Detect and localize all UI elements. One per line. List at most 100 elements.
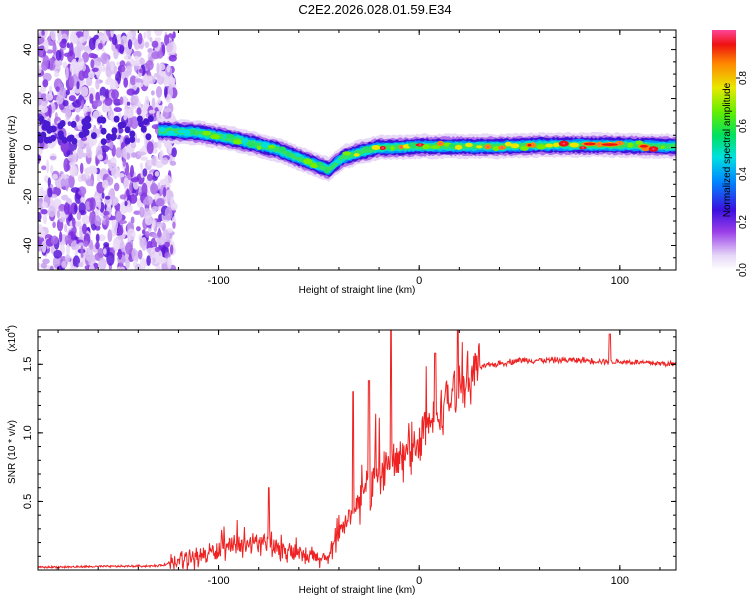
ridge-blob	[225, 134, 235, 139]
spectrogram-panel: -100 0 100 -40 -20 0 20 40 Height of straight …	[7, 29, 677, 296]
speckle-mark	[151, 98, 156, 110]
speckle-mark	[44, 39, 49, 52]
speckle-mark	[80, 244, 84, 259]
speckle-mark	[128, 182, 133, 195]
speckle-mark	[107, 229, 113, 243]
speckle-mark	[82, 103, 88, 114]
speckle-mark	[166, 43, 173, 53]
speckle-mark	[78, 202, 86, 215]
snr-series-line	[38, 330, 676, 570]
speckle-mark	[100, 127, 107, 135]
snr-scale-exponent: 4	[5, 328, 12, 332]
speckle-mark	[138, 120, 144, 128]
ridge-peak	[400, 146, 403, 148]
speckle-mark	[97, 42, 103, 50]
speckle-mark	[54, 70, 60, 78]
ridge-blob	[627, 142, 634, 148]
speckle-mark	[107, 108, 113, 119]
speckle-mark	[143, 31, 147, 39]
x-tick-label: -100	[208, 275, 230, 287]
y-tick-label: -40	[22, 238, 34, 254]
speckle-mark	[139, 162, 143, 170]
speckle-mark	[88, 167, 98, 175]
ridge-hot	[639, 145, 648, 148]
speckle-mark	[50, 235, 59, 245]
speckle-mark	[84, 115, 91, 123]
speckle-mark	[122, 158, 127, 167]
speckle-mark	[138, 68, 144, 73]
ridge-peak	[652, 148, 655, 150]
speckle-mark	[144, 231, 150, 238]
x-tick-label: 100	[611, 275, 629, 287]
speckle-mark	[63, 202, 70, 215]
speckle-mark	[94, 61, 102, 66]
svg-text:(x104): (x104)	[5, 325, 18, 352]
ridge-blob	[536, 144, 547, 150]
ridge-blob	[454, 144, 463, 150]
spectrogram-y-ticks: -40 -20 0 20 40	[22, 36, 676, 259]
speckle-mark	[78, 262, 84, 268]
ridge-blob	[553, 142, 560, 148]
speckle-mark	[88, 264, 95, 270]
colorbar-tick-label: 0.4	[738, 167, 749, 181]
speckle-mark	[68, 95, 76, 102]
speckle-mark	[59, 211, 66, 219]
speckle-mark	[56, 94, 64, 105]
speckle-mark	[130, 94, 135, 106]
speckle-mark	[75, 114, 80, 123]
speckle-mark	[154, 37, 162, 42]
snr-frame	[37, 329, 677, 571]
speckle-mark	[144, 215, 153, 226]
speckle-mark	[76, 139, 85, 148]
speckle-mark	[151, 206, 159, 211]
speckle-mark	[101, 192, 105, 199]
speckle-mark	[78, 70, 85, 81]
speckle-mark	[159, 258, 167, 263]
y-tick-label: 0	[22, 144, 34, 150]
ridge-blob	[233, 139, 243, 145]
speckle-mark	[70, 187, 80, 193]
ridge-hot	[601, 143, 618, 146]
speckle-mark	[133, 59, 142, 67]
speckle-mark	[123, 114, 127, 121]
speckle-mark	[88, 37, 97, 51]
speckle-mark	[41, 165, 47, 171]
speckle-mark	[100, 95, 105, 102]
speckle-mark	[136, 226, 141, 232]
ridge-blob	[159, 127, 166, 132]
speckle-mark	[170, 196, 174, 208]
speckle-mark	[63, 158, 70, 172]
speckle-mark	[80, 99, 85, 108]
speckle-mark	[65, 177, 69, 192]
speckle-mark	[42, 119, 49, 127]
speckle-mark	[38, 64, 42, 75]
speckle-mark	[110, 133, 117, 141]
ridge-blob	[247, 143, 255, 148]
speckle-mark	[129, 136, 136, 143]
speckle-mark	[128, 105, 134, 116]
colorbar-label: Normalized spectral amplitude	[722, 82, 733, 217]
speckle-mark	[172, 221, 176, 229]
speckle-mark	[171, 147, 177, 158]
speckle-mark	[72, 255, 80, 268]
speckle-mark	[59, 40, 67, 49]
speckle-mark	[126, 65, 133, 74]
snr-scale-prefix: (x10	[7, 332, 18, 352]
speckle-mark	[88, 52, 96, 59]
speckle-mark	[117, 64, 126, 73]
speckle-mark	[135, 81, 144, 88]
ridge-peak	[418, 144, 422, 146]
speckle-mark	[123, 77, 129, 88]
speckle-mark	[119, 194, 127, 200]
speckle-mark	[156, 230, 162, 238]
speckle-mark	[46, 159, 50, 174]
speckle-mark	[168, 54, 177, 62]
speckle-mark	[136, 107, 142, 115]
speckle-mark	[64, 254, 71, 263]
speckle-mark	[106, 252, 115, 266]
speckle-mark	[125, 204, 133, 213]
speckle-mark	[143, 118, 150, 126]
speckle-mark	[146, 30, 152, 40]
speckle-mark	[43, 213, 47, 225]
speckle-mark	[38, 229, 46, 238]
